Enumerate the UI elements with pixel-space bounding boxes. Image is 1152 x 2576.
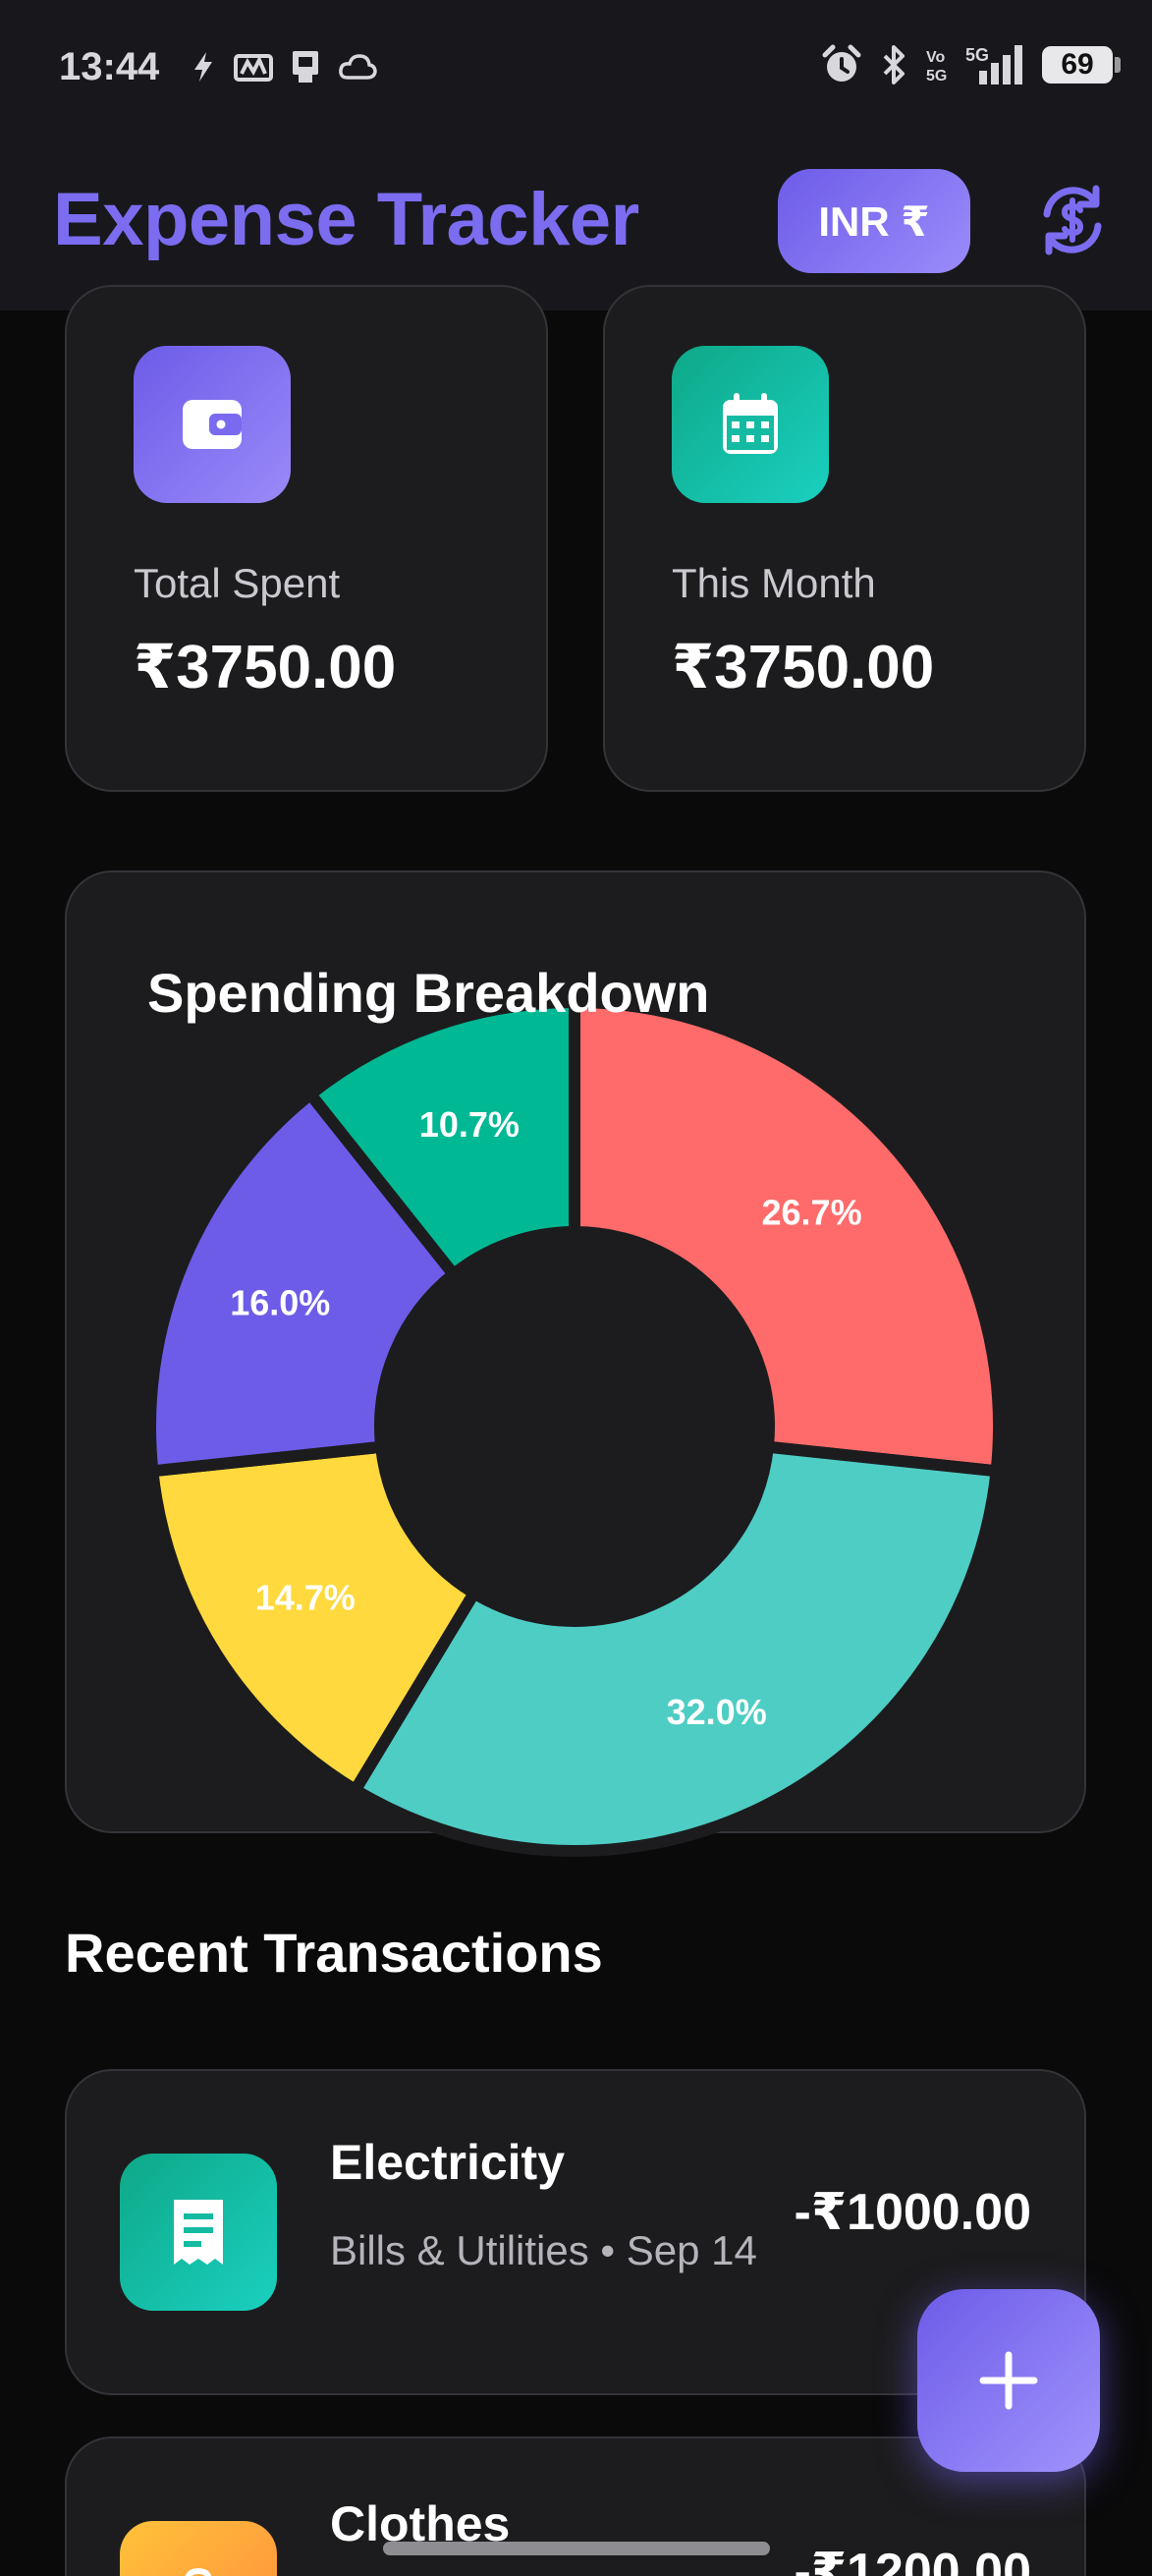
receipt-icon [120,2154,277,2311]
this-month-value: ₹3750.00 [672,634,935,701]
currency-sync-icon[interactable] [1033,181,1112,259]
transaction-name: Electricity [330,2135,566,2190]
status-right-icons: Vo 5G 5G 69 [820,43,1121,86]
total-spent-card: Total Spent ₹3750.00 [65,285,548,792]
bluetooth-icon [883,45,905,84]
transaction-item[interactable]: Electricity Bills & Utilities • Sep 14 -… [65,2069,1086,2395]
this-month-card: This Month ₹3750.00 [603,285,1086,792]
add-expense-button[interactable] [917,2289,1100,2472]
chart-slice-1[interactable] [347,1440,1004,1857]
battery-icon: 69 [1042,46,1121,84]
this-month-label: This Month [672,560,876,606]
chart-slice-2[interactable] [145,1440,482,1799]
currency-label: INR ₹ [818,197,930,245]
flash-icon [194,52,212,82]
shopping-bag-icon [120,2521,277,2576]
status-left-icons [189,49,377,84]
battery-level: 69 [1061,48,1094,81]
gesture-navigation-bar[interactable] [383,2542,770,2555]
total-spent-label: Total Spent [134,560,341,606]
calendar-icon [672,346,829,503]
currency-selector-button[interactable]: INR ₹ [778,169,970,273]
chart-title: Spending Breakdown [147,962,710,1024]
svg-text:5G: 5G [926,68,947,84]
transaction-amount: -₹1000.00 [794,2184,1031,2241]
status-bar: 13:44 Vo 5G 5G 69 [0,0,1152,138]
network-activity-icon [234,54,273,82]
transaction-meta: Bills & Utilities • Sep 14 [330,2227,757,2273]
plus-icon [979,2351,1038,2410]
svg-text:Vo: Vo [926,49,945,66]
total-spent-value: ₹3750.00 [134,634,397,701]
cloud-icon [339,54,377,80]
5g-signal-icon: 5G [965,45,1022,84]
chart-slice-4[interactable] [302,995,580,1283]
sim-card-icon [293,51,318,83]
recent-transactions-title: Recent Transactions [65,1922,603,1984]
status-time: 13:44 [59,45,160,88]
transaction-amount: -₹1200.00 [794,2544,1031,2576]
svg-text:5G: 5G [965,45,989,65]
wallet-icon [134,346,291,503]
chart-slice-3[interactable] [144,1086,463,1478]
app-title: Expense Tracker [53,178,639,261]
app-bar: Expense Tracker INR ₹ [0,138,1152,310]
volte-icon: Vo 5G [926,49,947,84]
chart-slice-0[interactable] [569,995,1005,1478]
alarm-icon [822,44,861,82]
